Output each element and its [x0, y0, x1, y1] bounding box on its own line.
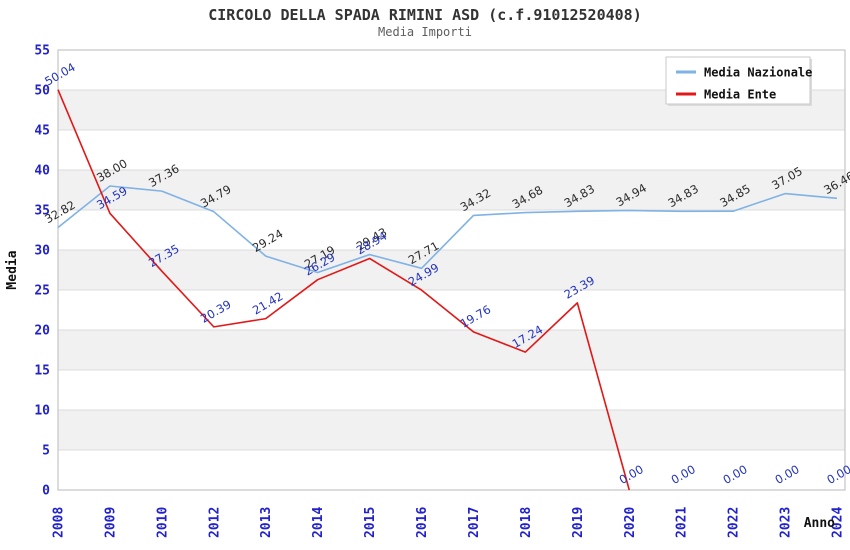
x-axis-tick-label: 2012: [207, 507, 222, 538]
legend-box: [665, 56, 811, 105]
legend-label-media-ente: Media Ente: [704, 88, 776, 102]
x-axis-tick-label: 2018: [519, 507, 534, 538]
plot-band: [58, 170, 845, 210]
x-axis-tick-label: 2013: [259, 507, 274, 538]
y-axis-tick-label: 55: [34, 44, 50, 59]
x-axis-tick-label: 2010: [155, 507, 170, 538]
x-axis-tick-label: 2008: [52, 507, 67, 538]
x-axis-tick-label: 2020: [623, 507, 638, 538]
data-label-media-ente: 20.39: [198, 297, 234, 326]
data-label-media-ente: 0.00: [617, 462, 646, 487]
series-line-media-ente: [57, 89, 631, 491]
y-axis-tick-label: 50: [34, 84, 50, 99]
y-axis-title: Media: [5, 250, 20, 289]
y-axis-tick-label: 35: [34, 204, 50, 219]
data-label-media-ente: 0.00: [772, 462, 801, 487]
x-axis-tick-label: 2014: [311, 507, 326, 538]
x-axis-tick-label: 2009: [103, 507, 118, 538]
x-axis-tick-label: 2022: [727, 507, 742, 538]
y-axis-tick-label: 40: [34, 164, 50, 179]
plot-band: [58, 250, 845, 290]
x-axis-tick-label: 2024: [831, 507, 846, 538]
legend-label-media-nazionale: Media Nazionale: [704, 66, 812, 80]
chart-title: CIRCOLO DELLA SPADA RIMINI ASD (c.f.9101…: [208, 6, 642, 24]
plot-frame: [57, 49, 846, 491]
series-line-media-nazionale: [57, 185, 838, 274]
x-axis-tick-label: 2017: [467, 507, 482, 538]
data-label-media-ente: 50.04: [42, 60, 78, 89]
x-axis-tick-label: 2021: [675, 507, 690, 538]
data-label-media-ente: 19.76: [458, 302, 494, 331]
y-axis-tick-label: 5: [42, 444, 50, 459]
x-axis-tick-label: 2016: [415, 507, 430, 538]
y-axis-tick-label: 20: [34, 324, 50, 339]
data-label-media-ente: 0.00: [721, 462, 750, 487]
y-axis-tick-label: 45: [34, 124, 50, 139]
data-label-media-ente: 0.00: [669, 462, 698, 487]
y-axis-tick-label: 15: [34, 364, 50, 379]
data-label-media-ente: 0.00: [824, 462, 850, 487]
data-label-media-ente: 21.42: [250, 289, 286, 318]
x-axis-tick-label: 2023: [779, 507, 794, 538]
plot-band: [58, 330, 845, 370]
chart-subtitle: Media Importi: [378, 25, 472, 39]
y-axis-tick-label: 30: [34, 244, 50, 259]
y-axis-tick-label: 0: [42, 484, 50, 499]
x-axis-tick-label: 2015: [363, 507, 378, 538]
x-axis-title: Anno: [804, 516, 835, 531]
plot-band: [58, 410, 845, 450]
y-axis-tick-label: 25: [34, 284, 50, 299]
y-axis-tick-label: 10: [34, 404, 50, 419]
x-axis-tick-label: 2019: [571, 507, 586, 538]
